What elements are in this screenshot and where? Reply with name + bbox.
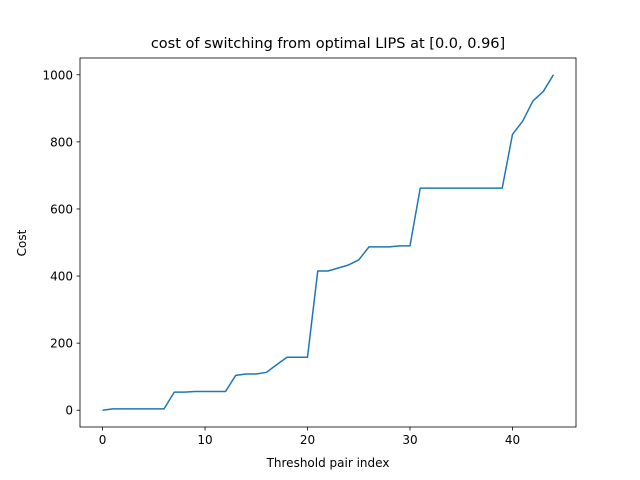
y-tick-label: 600 <box>50 202 73 216</box>
x-tick-label: 20 <box>300 433 315 447</box>
x-tick-label: 40 <box>505 433 520 447</box>
y-tick-label: 800 <box>50 135 73 149</box>
axes-frame <box>79 57 577 428</box>
y-tick-label: 200 <box>50 337 73 351</box>
y-axis-label: Cost <box>15 229 29 256</box>
x-tick-label: 10 <box>197 433 212 447</box>
x-tick-label: 30 <box>402 433 417 447</box>
y-tick-label: 400 <box>50 270 73 284</box>
chart-title: cost of switching from optimal LIPS at [… <box>151 36 505 52</box>
series-line-0 <box>102 74 555 411</box>
y-tick-label: 1000 <box>42 68 73 82</box>
x-axis-label: Threshold pair index <box>266 456 390 470</box>
x-tick-label: 0 <box>99 433 107 447</box>
y-tick-label: 0 <box>65 404 73 418</box>
